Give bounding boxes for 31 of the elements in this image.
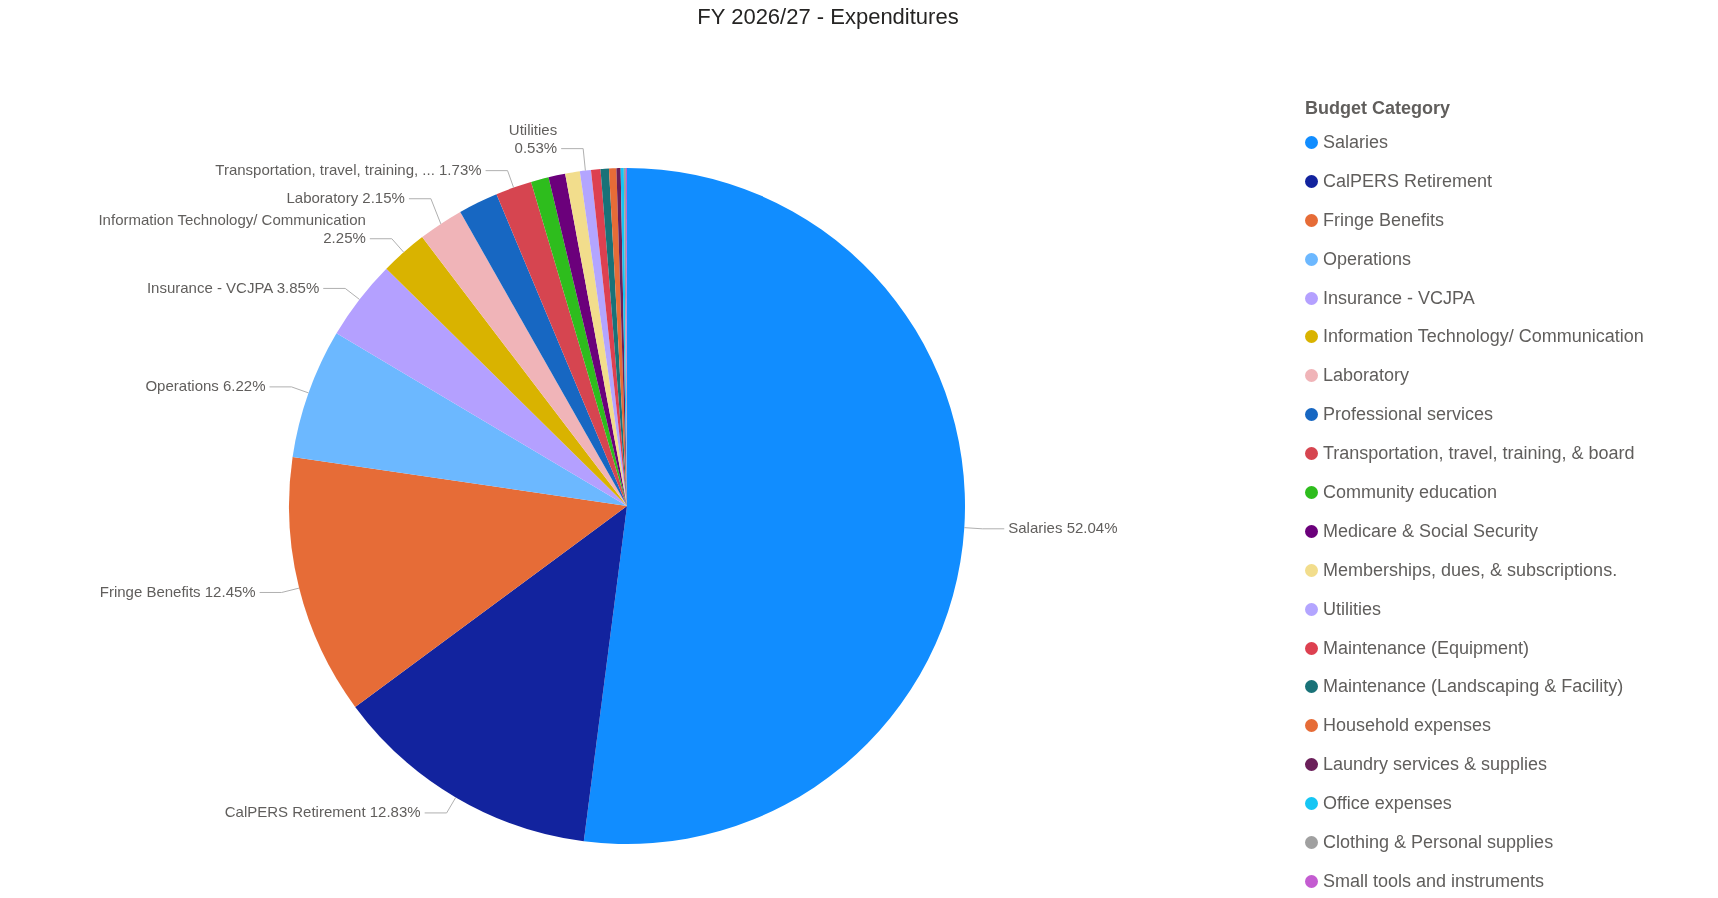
legend-label: Operations	[1323, 248, 1412, 270]
legend-label: Small tools and instruments	[1323, 870, 1545, 892]
legend-title: Budget Category	[1305, 98, 1451, 119]
legend-label: Medicare & Social Security	[1323, 520, 1539, 542]
legend-label: CalPERS Retirement	[1323, 170, 1493, 192]
data-label: Utilities 0.53%	[508, 120, 558, 156]
legend-label: Utilities	[1323, 598, 1382, 620]
legend-label: Professional services	[1323, 404, 1494, 426]
data-label: Insurance - VCJPA 3.85%	[146, 278, 320, 296]
data-label: Operations 6.22%	[145, 377, 266, 395]
legend-label: Memberships, dues, & subscriptions.	[1323, 559, 1618, 581]
data-label: CalPERS Retirement 12.83%	[224, 803, 421, 821]
data-label: Transportation, travel, training, ... 1.73%	[215, 160, 482, 178]
legend-label: Office expenses	[1323, 793, 1452, 815]
data-label: Laboratory 2.15%	[286, 188, 405, 206]
legend-label: Insurance - VCJPA	[1323, 287, 1475, 309]
legend-label: Transportation, travel, training, & board	[1323, 443, 1635, 465]
legend-label: Household expenses	[1323, 715, 1492, 737]
data-label: Salaries 52.04%	[1008, 518, 1118, 536]
legend-label: Laboratory	[1323, 365, 1410, 387]
legend-label: Laundry services & supplies	[1323, 754, 1548, 776]
legend-label: Clothing & Personal supplies	[1323, 831, 1554, 853]
legend-label: Maintenance (Landscaping & Facility)	[1323, 676, 1624, 698]
chart-title: FY 2026/27 - Expenditures	[696, 4, 960, 30]
legend-label: Information Technology/ Communication	[1323, 326, 1644, 348]
legend-label: Maintenance (Equipment)	[1323, 637, 1530, 659]
legend-label: Salaries	[1323, 131, 1389, 153]
legend-label: Fringe Benefits	[1323, 209, 1445, 231]
data-label: Information Technology/ Communication 2.25%	[98, 210, 366, 246]
data-label: Fringe Benefits 12.45%	[99, 582, 256, 600]
legend-label: Community education	[1323, 481, 1498, 503]
